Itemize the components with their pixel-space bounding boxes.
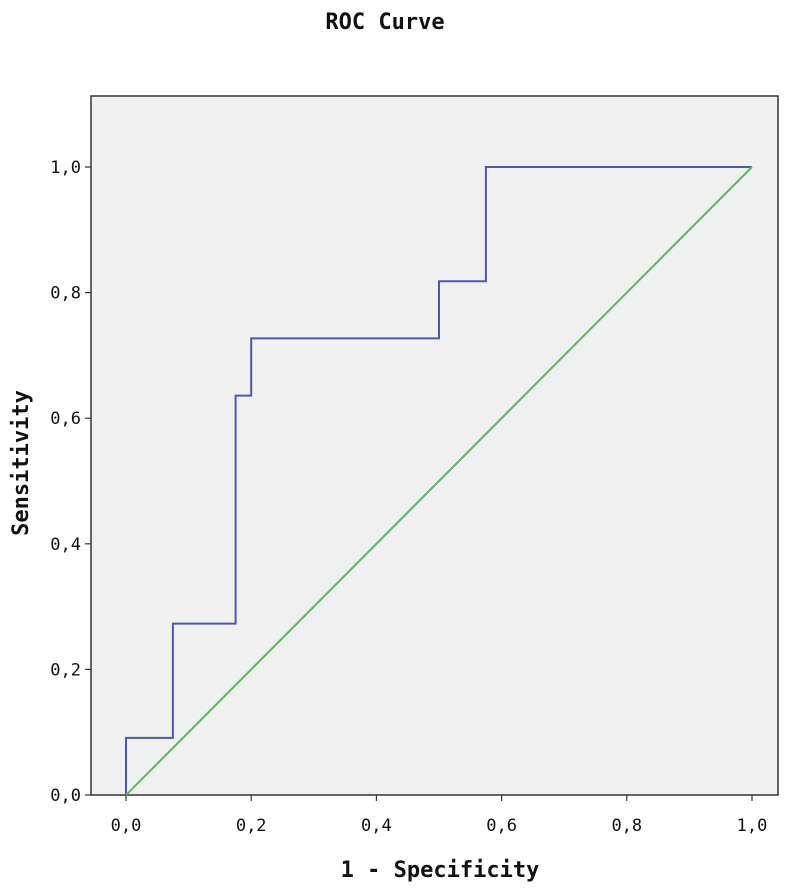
y-tick-label: 0,6 (50, 409, 81, 429)
y-tick-label: 0,4 (50, 535, 81, 555)
x-tick-label: 0,2 (236, 816, 267, 836)
x-tick-label: 0,8 (611, 816, 642, 836)
y-axis-label: Sensitivity (9, 390, 34, 536)
y-tick-label: 0,8 (50, 284, 81, 304)
reference-line (125, 166, 753, 796)
x-tick-label: 0,6 (486, 816, 517, 836)
y-tick-label: 1,0 (50, 158, 81, 178)
x-axis-label: 1 - Specificity (341, 858, 540, 883)
x-tick-label: 0,0 (111, 816, 142, 836)
x-axis: 0,0 0,2 0,4 0,6 0,8 1,0 (111, 795, 768, 836)
roc-curve-line (125, 166, 752, 795)
series-layer (125, 166, 753, 796)
y-tick-label: 0,0 (50, 786, 81, 806)
plot-area (90, 95, 779, 796)
chart-title: ROC Curve (325, 10, 444, 35)
y-tick-label: 0,2 (50, 660, 81, 680)
y-axis: 0,0 0,2 0,4 0,6 0,8 1,0 (50, 158, 91, 806)
x-tick-label: 1,0 (737, 816, 768, 836)
x-tick-label: 0,4 (361, 816, 392, 836)
